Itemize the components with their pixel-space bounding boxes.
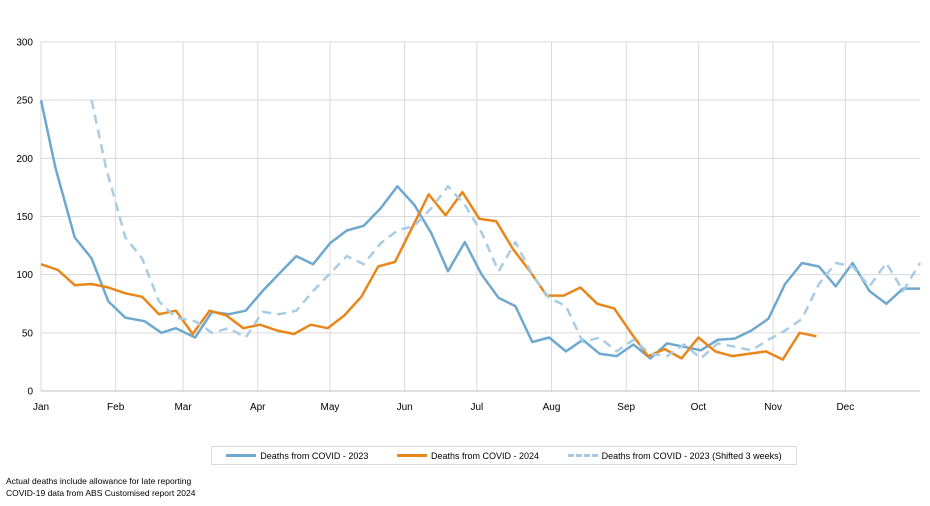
x-tick-label: Nov [764, 402, 782, 413]
x-tick-label: Aug [543, 402, 561, 413]
x-tick-label: Sep [617, 402, 635, 413]
x-tick-label: May [321, 402, 340, 413]
x-tick-label: Apr [250, 402, 266, 413]
legend-swatch-2024 [396, 454, 427, 457]
x-tick-label: Jul [470, 402, 483, 413]
y-tick-label: 100 [16, 270, 33, 281]
footnotes: Actual deaths include allowance for late… [6, 475, 195, 499]
footnote-data-source: COVID-19 data from ABS Customised report… [6, 488, 196, 498]
y-tick-label: 200 [16, 154, 33, 165]
legend-item-2024: Deaths from COVID - 2024 [396, 450, 539, 461]
legend-label-2023-shifted: Deaths from COVID - 2023 (Shifted 3 week… [601, 450, 782, 461]
y-tick-label: 0 [27, 387, 33, 398]
x-tick-label: Jun [397, 402, 413, 413]
legend-item-2023-shifted: Deaths from COVID - 2023 (Shifted 3 week… [567, 450, 782, 461]
legend-item-2023: Deaths from COVID - 2023 [226, 451, 368, 461]
footnote-late-reporting: Actual deaths include allowance for late… [6, 476, 192, 486]
legend-label-2024: Deaths from COVID - 2024 [430, 450, 539, 461]
x-tick-label: Oct [691, 402, 707, 413]
axes: 0 50 100 150 200 250 300 Jan Feb Mar Apr May Jun Jul A… [16, 38, 920, 413]
x-tick-label: Mar [174, 402, 192, 413]
x-tick-label: Jan [33, 402, 49, 413]
series-line-2 [90, 99, 922, 360]
series-line-0 [39, 99, 920, 360]
series-line-1 [40, 190, 817, 361]
line-chart: 0 50 100 150 200 250 300 Jan Feb Mar Apr May Jun Jul A… [16, 38, 922, 413]
gridlines [40, 41, 920, 392]
series-lines [39, 99, 922, 361]
y-tick-label: 300 [16, 38, 33, 49]
legend-swatch-2023 [226, 454, 257, 457]
y-tick-label: 50 [22, 328, 34, 339]
y-tick-label: 150 [16, 212, 33, 223]
x-tick-label: Feb [107, 402, 125, 413]
legend-label-2023: Deaths from COVID - 2023 [260, 450, 369, 461]
y-tick-label: 250 [16, 96, 33, 107]
legend-swatch-2023-shifted [567, 454, 598, 457]
x-tick-label: Dec [836, 402, 854, 413]
legend: Deaths from COVID - 2023 Deaths from COV… [211, 446, 797, 465]
